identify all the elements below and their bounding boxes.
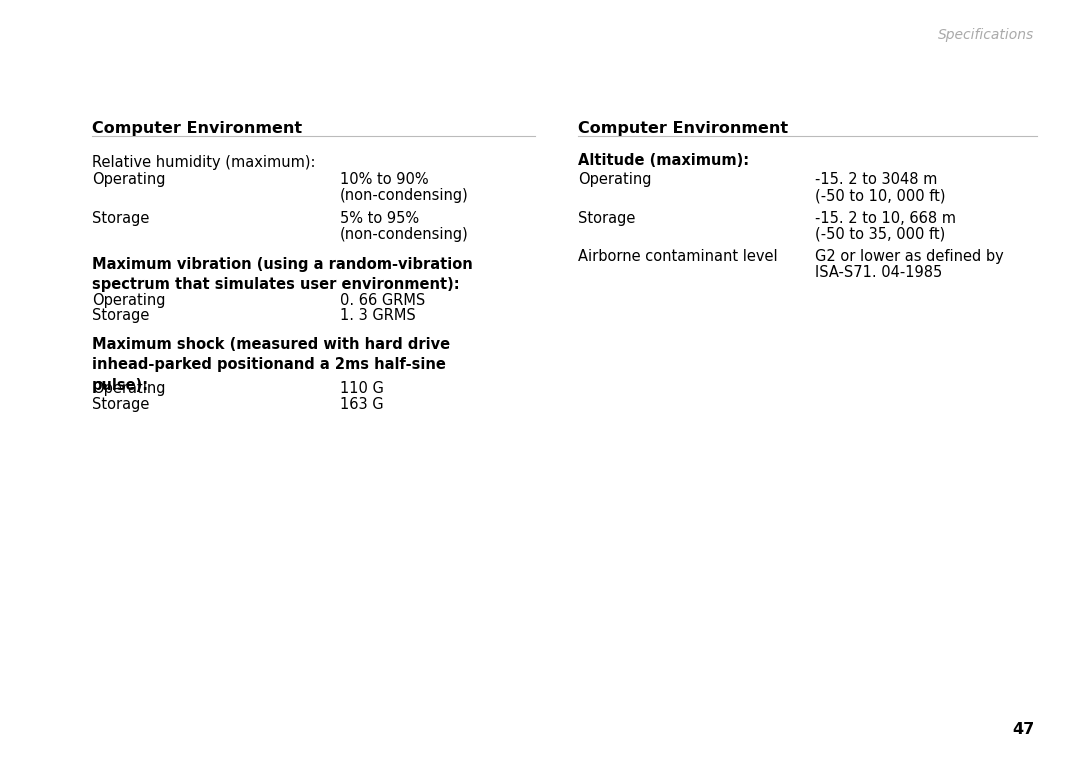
Text: Altitude (maximum):: Altitude (maximum):: [578, 153, 748, 169]
Text: Storage: Storage: [92, 211, 149, 226]
Text: (non-condensing): (non-condensing): [340, 227, 469, 242]
Text: (-50 to 35, 000 ft): (-50 to 35, 000 ft): [815, 227, 946, 242]
Text: 10% to 90%: 10% to 90%: [340, 172, 429, 188]
Text: Storage: Storage: [92, 397, 149, 412]
Text: -15. 2 to 3048 m: -15. 2 to 3048 m: [815, 172, 937, 188]
Text: 5% to 95%: 5% to 95%: [340, 211, 419, 226]
Text: Maximum shock (measured with hard drive
inhead-parked positionand a 2ms half-sin: Maximum shock (measured with hard drive …: [92, 337, 450, 393]
Text: 110 G: 110 G: [340, 381, 384, 397]
Text: (-50 to 10, 000 ft): (-50 to 10, 000 ft): [815, 188, 946, 204]
Text: Computer Environment: Computer Environment: [92, 121, 302, 136]
Text: -15. 2 to 10, 668 m: -15. 2 to 10, 668 m: [815, 211, 957, 226]
Text: ISA-S71. 04-1985: ISA-S71. 04-1985: [815, 265, 943, 280]
Text: 1. 3 GRMS: 1. 3 GRMS: [340, 308, 416, 323]
Text: Computer Environment: Computer Environment: [578, 121, 788, 136]
Text: 163 G: 163 G: [340, 397, 383, 412]
Text: Storage: Storage: [92, 308, 149, 323]
Text: Relative humidity (maximum):: Relative humidity (maximum):: [92, 155, 315, 170]
Text: G2 or lower as defined by: G2 or lower as defined by: [815, 249, 1004, 264]
Text: Airborne contaminant level: Airborne contaminant level: [578, 249, 778, 264]
Text: 47: 47: [1012, 722, 1035, 737]
Text: Maximum vibration (using a random-vibration
spectrum that simulates user environ: Maximum vibration (using a random-vibrat…: [92, 257, 473, 292]
Text: Operating: Operating: [92, 172, 165, 188]
Text: Storage: Storage: [578, 211, 635, 226]
Text: Specifications: Specifications: [939, 28, 1035, 41]
Text: Operating: Operating: [92, 293, 165, 308]
Text: Operating: Operating: [578, 172, 651, 188]
Text: (non-condensing): (non-condensing): [340, 188, 469, 204]
Text: 0. 66 GRMS: 0. 66 GRMS: [340, 293, 426, 308]
Text: Operating: Operating: [92, 381, 165, 397]
